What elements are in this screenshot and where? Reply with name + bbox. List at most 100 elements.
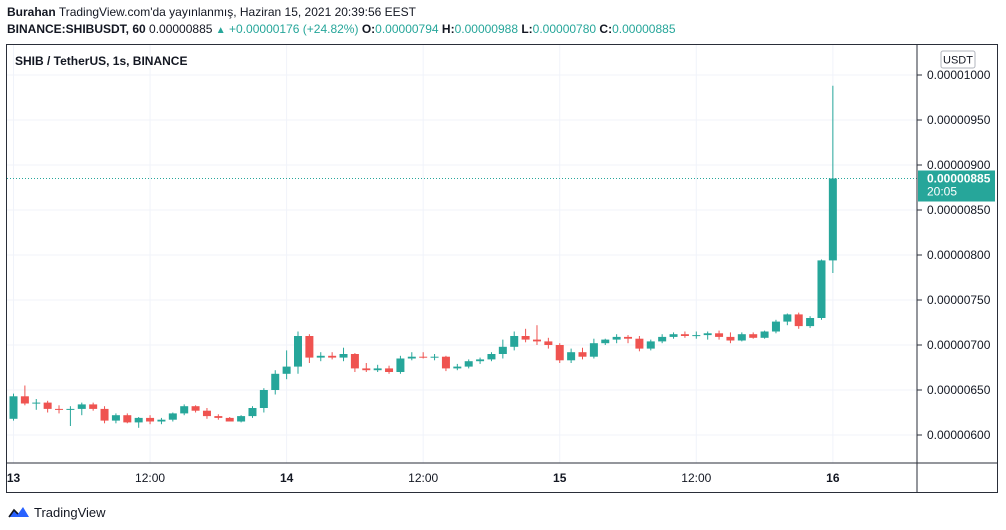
candle[interactable] — [430, 354, 439, 361]
candle[interactable] — [828, 85, 837, 273]
candle[interactable] — [589, 338, 598, 359]
candle[interactable] — [43, 400, 52, 413]
candle[interactable] — [476, 357, 485, 364]
candle[interactable] — [9, 393, 18, 421]
candle[interactable] — [202, 408, 211, 419]
candle[interactable] — [669, 332, 678, 339]
candle[interactable] — [521, 328, 530, 343]
candle[interactable] — [305, 334, 314, 363]
candle[interactable] — [806, 316, 815, 328]
last-value: 0.00000885 — [149, 22, 213, 36]
candle[interactable] — [498, 339, 507, 359]
currency-button[interactable]: USDT — [940, 50, 976, 69]
candle[interactable] — [294, 331, 302, 374]
candle[interactable] — [601, 338, 610, 345]
change-value: +0.00000176 (+24.82%) — [229, 22, 359, 36]
candle-body — [111, 415, 120, 421]
candle[interactable] — [157, 417, 166, 425]
candle-body — [419, 356, 428, 358]
candle[interactable] — [544, 337, 553, 349]
candle[interactable] — [271, 370, 280, 395]
close-label: C: — [599, 22, 613, 36]
candle-body — [168, 413, 177, 420]
price-tick-label: 0.00000900 — [927, 158, 991, 172]
time-tick-label: 12:00 — [135, 471, 165, 485]
candle[interactable] — [123, 413, 132, 424]
candle[interactable] — [487, 352, 496, 362]
candle-body — [794, 314, 803, 327]
candle[interactable] — [20, 385, 29, 406]
candle-body — [396, 358, 405, 372]
candle[interactable] — [134, 417, 143, 428]
candle[interactable] — [760, 330, 769, 339]
candle[interactable] — [362, 363, 371, 372]
candle[interactable] — [66, 406, 75, 426]
candle-body — [191, 406, 200, 411]
triangle-up-icon: ▲ — [215, 25, 226, 36]
candle[interactable] — [396, 355, 405, 374]
candle[interactable] — [407, 352, 416, 361]
candle[interactable] — [225, 417, 234, 422]
candle[interactable] — [612, 334, 621, 344]
candle[interactable] — [783, 313, 792, 326]
candle[interactable] — [464, 359, 473, 369]
candle[interactable] — [555, 343, 564, 363]
candle[interactable] — [726, 332, 735, 344]
candle[interactable] — [385, 365, 394, 374]
candle[interactable] — [100, 406, 109, 424]
candle[interactable] — [794, 312, 803, 329]
candle[interactable] — [111, 413, 120, 424]
candle[interactable] — [55, 405, 64, 414]
candle[interactable] — [259, 388, 268, 413]
candle[interactable] — [214, 414, 223, 420]
candle[interactable] — [373, 364, 382, 372]
candle-body — [498, 346, 507, 354]
candle-body — [430, 356, 439, 358]
candle[interactable] — [146, 415, 155, 425]
candle[interactable] — [646, 339, 655, 351]
candle[interactable] — [715, 330, 724, 340]
candle[interactable] — [89, 402, 98, 411]
candle-body — [521, 336, 530, 340]
candle[interactable] — [817, 259, 826, 320]
candle[interactable] — [658, 334, 667, 344]
candle[interactable] — [703, 331, 712, 340]
candle[interactable] — [316, 352, 325, 362]
candle[interactable] — [237, 415, 246, 423]
last-price-label: 0.00000885 20:05 — [918, 170, 995, 202]
candle[interactable] — [532, 325, 541, 345]
candle-body — [726, 336, 735, 341]
candle[interactable] — [453, 363, 462, 371]
price-tick-label: 0.00000700 — [927, 338, 991, 352]
candle[interactable] — [567, 348, 576, 363]
candle[interactable] — [749, 332, 758, 339]
candle-body — [362, 368, 371, 371]
candle[interactable] — [168, 412, 177, 422]
candle[interactable] — [419, 352, 428, 359]
candle[interactable] — [624, 335, 633, 344]
candle[interactable] — [282, 350, 291, 380]
candle[interactable] — [339, 347, 348, 362]
candle-body — [259, 390, 268, 408]
candle[interactable] — [737, 332, 746, 342]
candle[interactable] — [578, 347, 587, 360]
candle[interactable] — [77, 402, 86, 416]
candle[interactable] — [32, 399, 41, 410]
candle[interactable] — [692, 331, 701, 339]
open-label: O: — [361, 22, 376, 36]
time-tick-label: 13 — [7, 471, 21, 485]
candle[interactable] — [248, 406, 257, 418]
candle[interactable] — [441, 355, 450, 372]
candle[interactable] — [635, 336, 644, 352]
candle[interactable] — [680, 331, 689, 338]
candle[interactable] — [180, 404, 189, 416]
candle[interactable] — [771, 319, 780, 334]
candle[interactable] — [328, 352, 337, 360]
candle[interactable] — [510, 331, 519, 351]
candle-body — [760, 331, 769, 338]
candle[interactable] — [350, 353, 359, 372]
candle-body — [487, 354, 496, 360]
candle[interactable] — [191, 405, 200, 413]
candle-body — [55, 408, 64, 410]
